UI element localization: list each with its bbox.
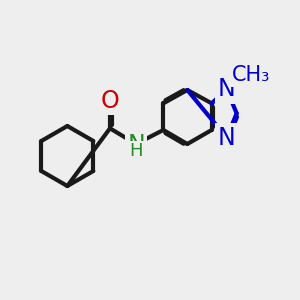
Text: N: N [218,77,236,101]
Text: N: N [218,126,236,150]
Text: N: N [127,133,145,157]
Text: H: H [129,142,143,160]
Text: O: O [100,89,119,113]
Text: CH₃: CH₃ [232,65,270,85]
